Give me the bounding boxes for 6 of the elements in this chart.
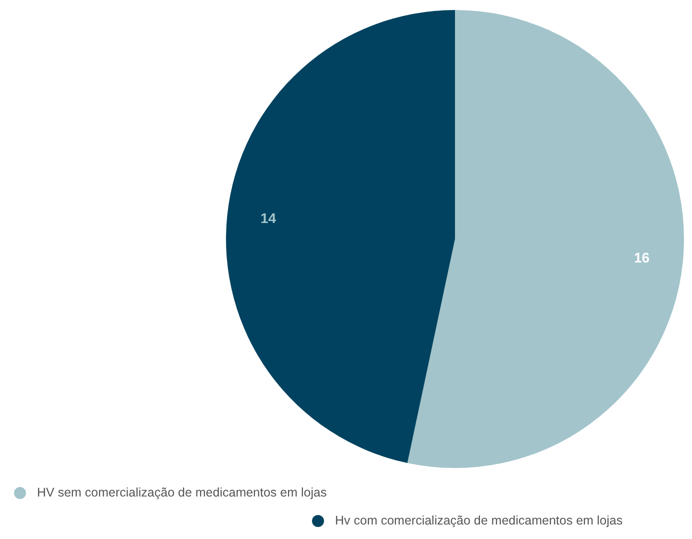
pie-slice [407,10,684,468]
data-label: 14 [260,210,276,226]
legend-label: Hv com comercialização de medicamentos em lojas [335,513,623,528]
pie-slice [226,10,455,463]
data-label: 16 [634,249,650,266]
legend-label: HV sem comercialização de medicamentos em lojas [37,485,327,500]
